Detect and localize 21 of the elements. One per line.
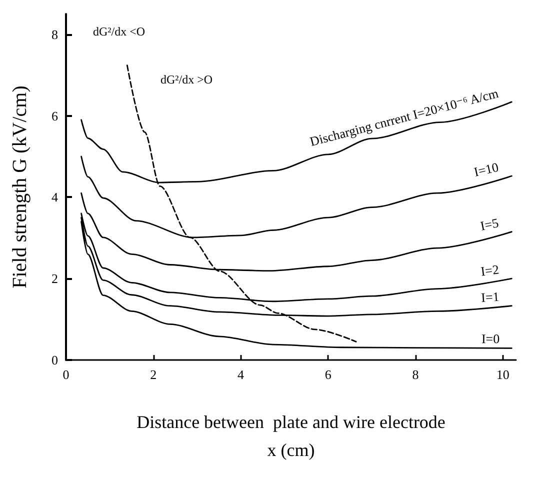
y-axis-title: Field strength G (kV/cm) [9,86,31,288]
text: I=5 [479,215,500,234]
y-tick-label: 0 [52,352,58,368]
y-tick-label: 4 [52,190,58,205]
x-tick-label: 6 [324,367,332,382]
x-tick-label: 4 [238,367,245,382]
y-tick-label: 8 [52,26,58,42]
x-tick-label: 2 [150,367,157,382]
text: I=2 [480,262,500,279]
x-tick-label: 0 [62,367,70,382]
y-tick-label: 6 [52,108,58,124]
text: Discharging cnrrent I=20×10⁻⁶ A/cm [308,85,500,150]
x-tick-label: 8 [412,367,419,382]
annotation: dG²/dx >O [160,72,213,87]
text: I=10 [472,159,500,180]
series-label: I=0 [481,331,500,346]
x-axis-title: Distance between plate and wire electrode x (cm) [136,412,446,460]
x-tick-label: 10 [496,367,510,382]
y-tick-label: 2 [52,271,58,286]
annotation: dG²/dx <O [93,24,146,38]
series-label: I=1 [480,288,500,305]
